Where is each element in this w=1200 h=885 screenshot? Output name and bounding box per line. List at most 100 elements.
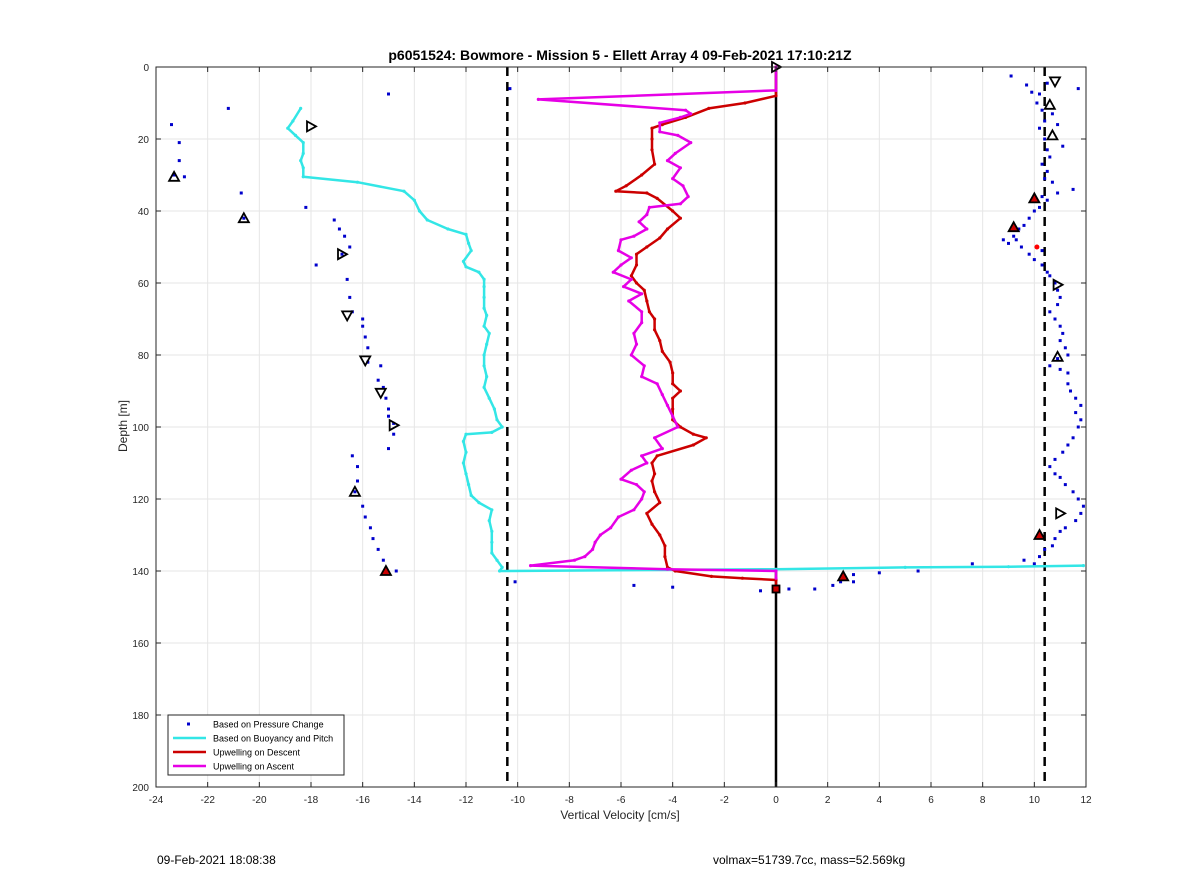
pressure-change-point [337,227,341,231]
series-vertex-3 [673,151,677,155]
series-vertex-3 [590,547,595,552]
pressure-change-point [1069,389,1072,393]
pressure-change-point [356,479,359,483]
pressure-change-point [1061,144,1065,148]
pressure-change-point [1063,483,1067,487]
pressure-change-point [1058,324,1062,328]
pressure-change-point [353,490,357,494]
series-vertex-3 [660,393,664,397]
pressure-change-point [1027,252,1031,256]
series-vertex-1 [482,285,486,289]
series-vertex-3 [686,195,690,199]
y-tick-label: 160 [132,639,149,650]
series-vertex-2 [663,555,667,559]
pressure-change-point [387,447,390,451]
series-vertex-2 [624,184,628,188]
pressure-change-point [1038,92,1041,96]
pressure-change-point [1022,223,1026,227]
series-vertex-2 [671,382,675,386]
pressure-change-point [632,583,636,587]
y-tick-label: 140 [132,567,149,578]
series-vertex-3 [619,263,623,267]
pressure-change-point [356,465,359,469]
x-tick-label: -22 [200,795,215,806]
pressure-change-point [1061,331,1065,335]
x-tick-label: 12 [1080,795,1092,806]
pressure-change-point [348,295,352,299]
pressure-change-point [513,580,517,584]
pressure-change-point [1043,547,1047,551]
pressure-change-point [348,245,352,249]
series-vertex-1 [355,180,360,184]
series-vertex-2 [655,196,659,200]
pressure-change-point [813,587,817,591]
pressure-change-point [379,364,383,368]
series-vertex-2 [634,281,639,285]
pressure-change-point [1017,227,1021,231]
pressure-change-point [1058,529,1062,533]
square-marker [771,584,781,594]
pressure-change-point [1045,81,1049,85]
series-line-3 [529,67,778,579]
series-vertex-1 [497,569,502,573]
series-vertex-3 [652,436,657,440]
series-vertex-2 [678,425,683,429]
series-vertex-1 [417,209,422,213]
series-vertex-1 [485,375,489,379]
series-vertex-1 [301,166,305,170]
pressure-change-point [392,432,396,436]
series-vertex-2 [691,432,695,436]
pressure-change-point [1019,245,1023,249]
series-vertex-2 [652,490,657,494]
pressure-change-point [1079,403,1083,407]
chart-title: p6051524: Bowmore - Mission 5 - Ellett A… [388,47,852,63]
pressure-change-point [1081,504,1085,508]
pressure-change-point [381,558,385,562]
pressure-change-point [1066,382,1070,386]
pressure-change-point [1050,180,1054,184]
series-vertex-3 [655,382,659,386]
x-tick-label: -14 [407,795,422,806]
pressure-change-point [363,335,367,339]
pressure-change-point [1045,198,1049,202]
series-vertex-1 [490,551,494,555]
pressure-change-point [345,277,349,281]
x-tick-label: -18 [304,795,319,806]
series-vertex-3 [640,321,644,325]
series-vertex-1 [482,324,486,328]
series-vertex-2 [647,310,652,314]
pressure-change-point [1056,191,1060,195]
series-vertex-1 [1081,564,1086,568]
series-vertex-3 [572,558,577,562]
pressure-change-point [1074,411,1078,415]
y-tick-label: 80 [138,351,150,362]
pressure-change-point [363,515,367,519]
series-vertex-1 [500,425,504,429]
series-vertex-1 [461,439,466,443]
pressure-change-point [831,583,835,587]
series-vertex-2 [650,461,654,465]
pressure-change-point [839,580,843,584]
series-vertex-3 [629,256,633,260]
footer-parameters: volmax=51739.7cc, mass=52.569kg [713,853,906,867]
series-vertex-1 [485,313,489,317]
y-axis-label: Depth [m] [116,400,130,452]
y-tick-label: 0 [143,63,149,74]
pressure-change-point [1022,558,1026,562]
series-vertex-2 [671,407,675,411]
series-vertex-2 [614,189,618,193]
series-vertex-2 [671,371,675,375]
pressure-change-point [1076,87,1080,91]
footer-timestamp: 09-Feb-2021 18:08:38 [157,853,276,867]
series-vertex-1 [477,270,481,274]
pressure-change-point [1048,465,1052,469]
triangle-down-marker [374,387,388,400]
legend-label: Upwelling on Descent [213,748,301,758]
series-vertex-1 [461,461,466,465]
series-vertex-1 [482,364,486,368]
series-vertex-3 [632,234,636,238]
series-vertex-2 [665,227,670,231]
x-tick-label: -8 [565,795,574,806]
series-vertex-1 [490,430,494,434]
x-tick-label: 8 [980,795,986,806]
